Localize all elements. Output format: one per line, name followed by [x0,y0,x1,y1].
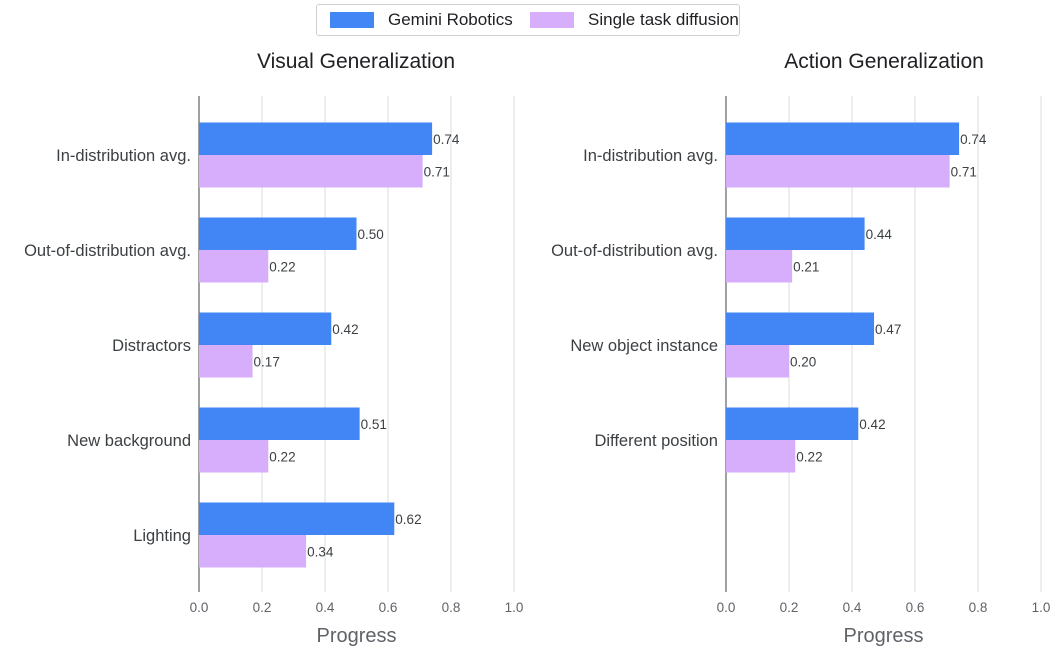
x-tick-label: 1.0 [505,600,524,615]
x-axis-label: Progress [316,625,396,647]
bar-gemini-robotics [199,217,357,250]
x-tick-label: 1.0 [1032,600,1051,615]
bar-single-task-diffusion [726,345,789,378]
chart-action-generalization: Action Generalization 0.0 0.2 0.4 0.6 0.8 1.0 P… [551,50,1050,647]
data-label: 0.74 [433,132,460,147]
chart-title: Action Generalization [784,50,984,73]
x-tick-label: 0.0 [190,600,209,615]
data-label: 0.20 [790,354,816,369]
bar-single-task-diffusion [199,155,423,188]
x-tick-label: 0.4 [316,600,335,615]
data-label: 0.42 [859,417,885,432]
data-label: 0.34 [307,544,334,559]
x-tick-label: 0.0 [717,600,736,615]
bar-single-task-diffusion [199,535,307,568]
bar-single-task-diffusion [199,345,253,378]
legend-item-single-task-diffusion: Single task diffusion [530,5,739,35]
x-axis-label: Progress [843,625,923,647]
bar-single-task-diffusion [726,250,793,283]
data-label: 0.22 [269,449,295,464]
bar-gemini-robotics [726,407,859,440]
data-label: 0.42 [332,322,358,337]
data-label: 0.47 [875,322,901,337]
bar-gemini-robotics [726,312,875,345]
x-tick-label: 0.6 [379,600,398,615]
bar-single-task-diffusion [726,155,950,188]
data-label: 0.62 [395,512,421,527]
data-label: 0.44 [866,227,893,242]
bar-gemini-robotics [726,217,865,250]
data-label: 0.22 [796,449,822,464]
category-label: New background [67,432,191,450]
bar-gemini-robotics [726,122,960,155]
legend-label-gemini-robotics: Gemini Robotics [388,10,513,29]
chart-title: Visual Generalization [257,50,455,73]
legend-swatch-gemini-robotics [330,12,374,28]
category-label: New object instance [570,337,718,355]
bar-single-task-diffusion [199,250,269,283]
x-tick-label: 0.8 [442,600,461,615]
bar-single-task-diffusion [726,440,796,473]
x-tick-label: 0.2 [253,600,272,615]
legend-label-single-task-diffusion: Single task diffusion [588,10,739,29]
data-label: 0.50 [358,227,384,242]
data-label: 0.17 [254,354,280,369]
chart-legend: Gemini Robotics Single task diffusion [316,4,740,36]
category-label: Out-of-distribution avg. [551,242,718,260]
legend-item-gemini-robotics: Gemini Robotics [330,5,513,35]
x-tick-label: 0.4 [843,600,862,615]
data-label: 0.21 [793,259,819,274]
bar-single-task-diffusion [199,440,269,473]
category-label: Different position [594,432,718,450]
chart-visual-generalization: Visual Generalization 0.0 0.2 0.4 0.6 0.8 1.0 P… [24,50,523,647]
bar-gemini-robotics [199,407,360,440]
bar-gemini-robotics [199,502,395,535]
x-tick-label: 0.2 [780,600,799,615]
data-label: 0.22 [269,259,295,274]
data-label: 0.71 [951,164,977,179]
x-tick-label: 0.6 [906,600,925,615]
category-label: Out-of-distribution avg. [24,242,191,260]
bar-gemini-robotics [199,122,433,155]
data-label: 0.71 [424,164,450,179]
category-label: Lighting [133,527,191,545]
x-tick-label: 0.8 [969,600,988,615]
category-label: In-distribution avg. [583,147,718,165]
data-label: 0.74 [960,132,987,147]
category-label: In-distribution avg. [56,147,191,165]
bar-gemini-robotics [199,312,332,345]
category-label: Distractors [112,337,191,355]
data-label: 0.51 [361,417,387,432]
legend-swatch-single-task-diffusion [530,12,574,28]
